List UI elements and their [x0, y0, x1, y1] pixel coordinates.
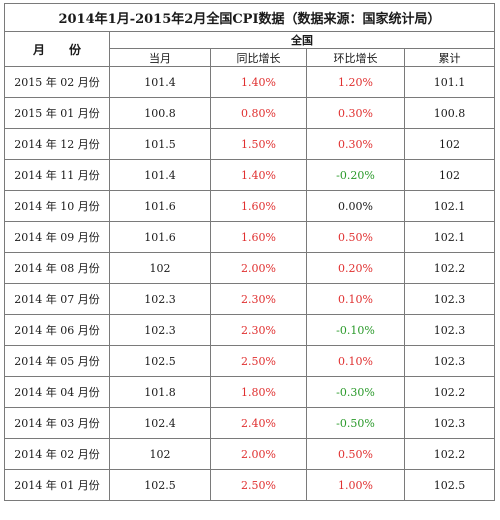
- table-row: 2014 年 11 月份 101.4 1.40% -0.20% 102: [4, 159, 496, 191]
- cell-month: 2015 年 02 月份: [4, 66, 110, 98]
- cell-current: 100.8: [109, 97, 211, 129]
- cell-current: 101.6: [109, 221, 211, 253]
- cell-mom: 0.50%: [306, 438, 405, 470]
- cell-mom: 0.20%: [306, 252, 405, 284]
- cell-mom: 0.30%: [306, 128, 405, 160]
- table-row: 2014 年 07 月份 102.3 2.30% 0.10% 102.3: [4, 283, 496, 315]
- cell-month: 2014 年 07 月份: [4, 283, 110, 315]
- cell-month: 2014 年 08 月份: [4, 252, 110, 284]
- cell-yoy: 1.60%: [210, 190, 307, 222]
- cell-month: 2014 年 01 月份: [4, 469, 110, 501]
- cell-cumulative: 102.1: [403, 221, 496, 253]
- table-row: 2014 年 04 月份 101.8 1.80% -0.30% 102.2: [4, 376, 496, 408]
- cell-month: 2014 年 11 月份: [4, 159, 110, 191]
- cell-current: 102: [109, 252, 211, 284]
- cpi-table-wrapper: 2014年1月-2015年2月全国CPI数据（数据来源：国家统计局） 月 份 全…: [3, 3, 496, 501]
- cell-current: 102: [109, 438, 211, 470]
- cell-current: 101.4: [109, 159, 211, 191]
- cell-cumulative: 102.2: [403, 376, 496, 408]
- cell-cumulative: 102.2: [403, 438, 496, 470]
- table-row: 2014 年 02 月份 102 2.00% 0.50% 102.2: [4, 438, 496, 470]
- cell-month: 2014 年 09 月份: [4, 221, 110, 253]
- cell-yoy: 1.80%: [210, 376, 307, 408]
- table-row: 2014 年 03 月份 102.4 2.40% -0.50% 102.3: [4, 407, 496, 439]
- cell-current: 102.3: [109, 314, 211, 346]
- cell-mom: -0.50%: [306, 407, 405, 439]
- table-row: 2014 年 08 月份 102 2.00% 0.20% 102.2: [4, 252, 496, 284]
- cell-month: 2015 年 01 月份: [4, 97, 110, 129]
- cell-cumulative: 102: [403, 159, 496, 191]
- cell-cumulative: 102.3: [403, 407, 496, 439]
- table-title: 2014年1月-2015年2月全国CPI数据（数据来源：国家统计局）: [3, 3, 496, 32]
- cell-mom: 0.50%: [306, 221, 405, 253]
- cell-mom: 0.30%: [306, 97, 405, 129]
- cell-current: 101.4: [109, 66, 211, 98]
- group-header-national: 全国: [108, 31, 496, 49]
- cpi-table: 2014年1月-2015年2月全国CPI数据（数据来源：国家统计局） 月 份 全…: [3, 3, 496, 501]
- cell-month: 2014 年 10 月份: [4, 190, 110, 222]
- cell-yoy: 1.40%: [210, 66, 307, 98]
- table-row: 2014 年 12 月份 101.5 1.50% 0.30% 102: [4, 128, 496, 160]
- month-header: 月 份: [4, 31, 110, 67]
- cell-cumulative: 102.3: [403, 345, 496, 377]
- cell-month: 2014 年 12 月份: [4, 128, 110, 160]
- cell-cumulative: 102.5: [403, 469, 496, 501]
- cell-cumulative: 102.3: [403, 314, 496, 346]
- table-body: 2015 年 02 月份 101.4 1.40% 1.20% 101.1 201…: [4, 66, 496, 501]
- cell-yoy: 2.50%: [210, 345, 307, 377]
- cell-cumulative: 100.8: [403, 97, 496, 129]
- cell-current: 102.5: [109, 469, 211, 501]
- cell-mom: -0.20%: [306, 159, 405, 191]
- cell-yoy: 2.50%: [210, 469, 307, 501]
- cell-yoy: 2.40%: [210, 407, 307, 439]
- table-row: 2014 年 10 月份 101.6 1.60% 0.00% 102.1: [4, 190, 496, 222]
- cell-mom: 0.10%: [306, 345, 405, 377]
- cell-current: 101.5: [109, 128, 211, 160]
- cell-cumulative: 102.2: [403, 252, 496, 284]
- cell-cumulative: 102.1: [403, 190, 496, 222]
- cell-cumulative: 102.3: [403, 283, 496, 315]
- cell-current: 102.5: [109, 345, 211, 377]
- table-row: 2014 年 05 月份 102.5 2.50% 0.10% 102.3: [4, 345, 496, 377]
- col-header-yoy: 同比增长: [210, 48, 307, 67]
- table-row: 2014 年 09 月份 101.6 1.60% 0.50% 102.1: [4, 221, 496, 253]
- table-row: 2014 年 06 月份 102.3 2.30% -0.10% 102.3: [4, 314, 496, 346]
- cell-month: 2014 年 02 月份: [4, 438, 110, 470]
- cell-yoy: 1.40%: [210, 159, 307, 191]
- col-header-cumulative: 累计: [403, 48, 496, 67]
- cell-cumulative: 101.1: [403, 66, 496, 98]
- cell-yoy: 2.30%: [210, 283, 307, 315]
- col-header-mom: 环比增长: [306, 48, 405, 67]
- cell-yoy: 2.00%: [210, 252, 307, 284]
- cell-mom: 1.20%: [306, 66, 405, 98]
- table-row: 2015 年 02 月份 101.4 1.40% 1.20% 101.1: [4, 66, 496, 98]
- cell-yoy: 2.30%: [210, 314, 307, 346]
- cell-month: 2014 年 06 月份: [4, 314, 110, 346]
- cell-current: 102.4: [109, 407, 211, 439]
- table-row: 2015 年 01 月份 100.8 0.80% 0.30% 100.8: [4, 97, 496, 129]
- cell-mom: 0.10%: [306, 283, 405, 315]
- cell-mom: 0.00%: [306, 190, 405, 222]
- cell-month: 2014 年 05 月份: [4, 345, 110, 377]
- cell-yoy: 1.50%: [210, 128, 307, 160]
- cell-current: 101.6: [109, 190, 211, 222]
- cell-yoy: 2.00%: [210, 438, 307, 470]
- col-header-current: 当月: [109, 48, 211, 67]
- table-row: 2014 年 01 月份 102.5 2.50% 1.00% 102.5: [4, 469, 496, 501]
- cell-current: 102.3: [109, 283, 211, 315]
- cell-yoy: 1.60%: [210, 221, 307, 253]
- cell-mom: -0.10%: [306, 314, 405, 346]
- cell-cumulative: 102: [403, 128, 496, 160]
- cell-mom: 1.00%: [306, 469, 405, 501]
- cell-yoy: 0.80%: [210, 97, 307, 129]
- cell-month: 2014 年 04 月份: [4, 376, 110, 408]
- cell-mom: -0.30%: [306, 376, 405, 408]
- cell-current: 101.8: [109, 376, 211, 408]
- cell-month: 2014 年 03 月份: [4, 407, 110, 439]
